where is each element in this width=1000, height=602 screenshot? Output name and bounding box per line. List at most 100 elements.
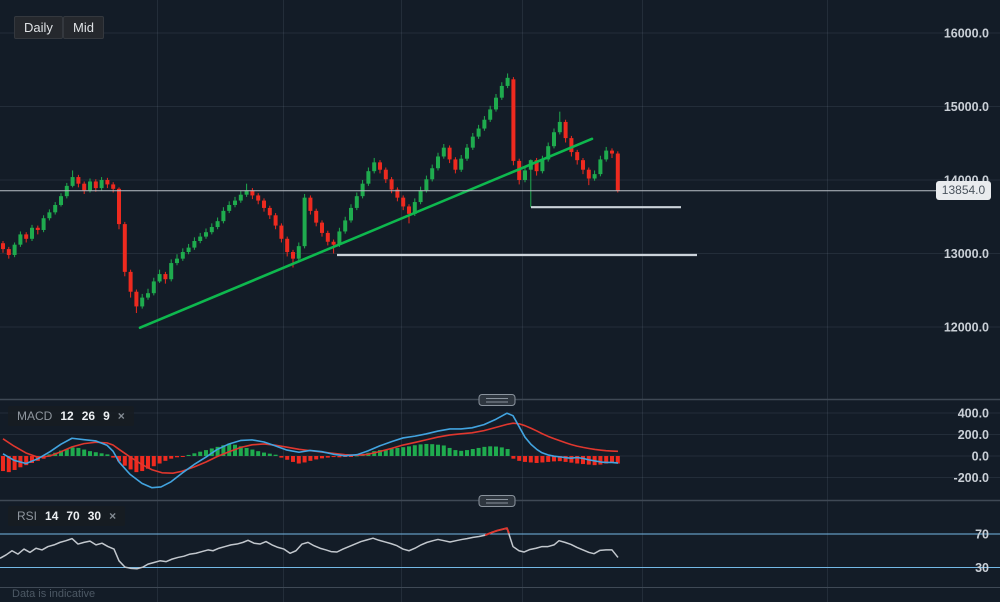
candle-body	[180, 252, 185, 259]
candle-body	[552, 132, 556, 147]
macd-histogram-bar	[227, 443, 232, 456]
candle-body	[238, 194, 243, 201]
price-tick-label: 15000.0	[944, 100, 989, 114]
macd-histogram-bar	[117, 456, 121, 462]
macd-histogram-bar	[308, 456, 313, 461]
macd-histogram-bar	[244, 447, 249, 456]
pane-resize-handle-macd[interactable]	[478, 394, 516, 406]
candle-body	[441, 147, 446, 157]
macd-histogram-bar	[186, 454, 191, 456]
candle-body	[320, 222, 324, 233]
macd-histogram-bar	[1, 456, 5, 472]
candle-body	[41, 218, 46, 230]
macd-histogram-bar	[424, 443, 429, 456]
candle-body	[198, 236, 203, 242]
candle-body	[459, 158, 464, 170]
candle-body	[99, 180, 104, 189]
price-tick-label: 16000.0	[944, 27, 989, 41]
candle-body	[383, 169, 388, 180]
candle-body	[395, 189, 400, 198]
macd-histogram-bar	[93, 452, 98, 456]
candle-body	[308, 197, 313, 211]
macd-histogram-bar	[250, 449, 255, 456]
candle-body	[615, 153, 620, 191]
candle-body	[215, 221, 220, 228]
candle-body	[575, 152, 580, 161]
candle-body	[221, 210, 226, 222]
macd-histogram-bar	[82, 449, 87, 456]
candle-body	[465, 147, 469, 159]
macd-histogram-bar	[105, 454, 110, 456]
macd-histogram-bar	[296, 456, 301, 464]
candle-body	[604, 150, 609, 160]
macd-histogram-bar	[163, 456, 168, 461]
candle-body	[505, 77, 510, 86]
macd-histogram-bar	[465, 450, 469, 456]
candle-body	[175, 258, 179, 264]
macd-histogram-bar	[430, 444, 435, 456]
macd-indicator-legend[interactable]: MACD 12 26 9 ×	[8, 406, 134, 426]
macd-histogram-bar	[302, 456, 307, 463]
macd-histogram-bar	[378, 450, 382, 456]
macd-histogram-bar	[494, 446, 498, 456]
macd-histogram-bar	[331, 456, 336, 458]
candle-body	[134, 291, 139, 307]
macd-histogram-bar	[546, 456, 551, 462]
macd-histogram-bar	[534, 456, 539, 463]
macd-histogram-bar	[256, 451, 261, 456]
timeframe-daily-button[interactable]: Daily	[14, 16, 63, 39]
macd-histogram-bar	[273, 454, 278, 456]
candle-body	[267, 207, 272, 216]
candle-body	[372, 162, 377, 172]
candle-body	[76, 177, 81, 184]
candle-body	[279, 225, 284, 239]
macd-histogram-bar	[453, 450, 458, 456]
macd-tick-label: 400.0	[958, 407, 989, 421]
main-chart-pane[interactable]	[0, 0, 936, 399]
timeframe-mid-button[interactable]: Mid	[63, 16, 104, 39]
macd-histogram-bar	[70, 447, 75, 456]
macd-histogram-bar	[563, 456, 568, 462]
macd-histogram-bar	[610, 456, 614, 463]
candle-body	[169, 263, 174, 280]
rsi-close-icon[interactable]: ×	[109, 509, 117, 523]
rsi-indicator-legend[interactable]: RSI 14 70 30 ×	[8, 506, 126, 526]
candle-body	[12, 244, 17, 255]
candle-body	[192, 241, 197, 248]
macd-histogram-bar	[122, 456, 127, 466]
candle-body	[227, 204, 232, 211]
macd-histogram-bar	[262, 452, 266, 456]
rsi-pane[interactable]	[0, 501, 936, 587]
candle-body	[476, 128, 481, 137]
price-tick-label: 12000.0	[944, 321, 989, 335]
candle-body	[407, 206, 411, 214]
macd-histogram-bar	[499, 447, 504, 456]
candle-body	[1, 243, 5, 250]
candle-body	[111, 184, 116, 189]
candle-body	[349, 207, 353, 221]
trendline-annotation[interactable]	[138, 137, 594, 330]
candle-body	[366, 171, 371, 184]
macd-histogram-bar	[140, 456, 145, 472]
candle-body	[488, 109, 493, 120]
candle-body	[256, 195, 261, 201]
macd-histogram-bar	[552, 456, 556, 462]
candle-body	[557, 121, 562, 133]
macd-histogram-bar	[412, 445, 417, 456]
macd-histogram-bar	[30, 456, 34, 463]
candle-body	[273, 215, 278, 226]
macd-histogram-bar	[221, 445, 226, 456]
macd-histogram-bar	[169, 456, 174, 459]
candle-body	[302, 197, 307, 247]
macd-close-icon[interactable]: ×	[117, 409, 125, 423]
candle-body	[499, 85, 504, 98]
candle-body	[424, 179, 429, 191]
candle-body	[70, 177, 75, 186]
candle-body	[412, 202, 417, 214]
macd-histogram-bar	[511, 456, 516, 459]
pane-resize-handle-rsi[interactable]	[478, 495, 516, 507]
candle-body	[453, 159, 458, 170]
candle-body	[331, 241, 336, 245]
rsi-overbought-segment	[484, 527, 510, 537]
